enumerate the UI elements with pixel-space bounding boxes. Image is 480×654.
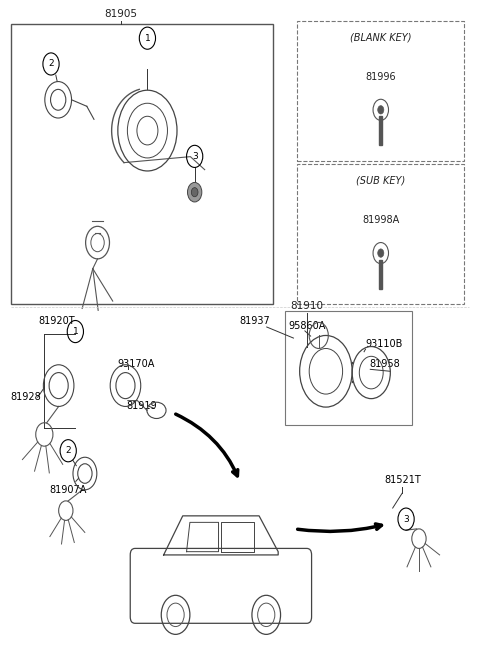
- Text: 2: 2: [65, 446, 71, 455]
- Text: 93110B: 93110B: [365, 339, 402, 349]
- Text: 81920T: 81920T: [38, 316, 74, 326]
- Circle shape: [378, 105, 384, 114]
- Text: 81937: 81937: [239, 316, 270, 326]
- Text: 81928: 81928: [11, 392, 42, 402]
- Text: 81919: 81919: [127, 402, 157, 411]
- Text: 81998A: 81998A: [362, 215, 399, 225]
- Text: 1: 1: [72, 327, 78, 336]
- Bar: [285, 311, 412, 424]
- Bar: [297, 21, 464, 161]
- Text: 81905: 81905: [105, 9, 138, 19]
- Bar: [379, 116, 383, 145]
- Text: 1: 1: [144, 34, 150, 43]
- Bar: [297, 164, 464, 304]
- Circle shape: [378, 249, 384, 257]
- Text: 2: 2: [48, 60, 54, 69]
- Text: 81907A: 81907A: [49, 485, 87, 495]
- Text: 81910: 81910: [290, 301, 324, 311]
- Text: 3: 3: [403, 515, 409, 524]
- Text: 3: 3: [192, 152, 198, 161]
- Circle shape: [188, 182, 202, 202]
- Bar: [11, 24, 274, 304]
- Text: 81521T: 81521T: [384, 475, 420, 485]
- Circle shape: [192, 188, 198, 197]
- Text: 95860A: 95860A: [288, 321, 326, 331]
- Text: (BLANK KEY): (BLANK KEY): [350, 33, 411, 43]
- Text: 81958: 81958: [370, 359, 400, 370]
- Text: 81996: 81996: [365, 72, 396, 82]
- Bar: [379, 260, 383, 288]
- Text: 93170A: 93170A: [117, 358, 155, 369]
- Text: (SUB KEY): (SUB KEY): [356, 176, 406, 186]
